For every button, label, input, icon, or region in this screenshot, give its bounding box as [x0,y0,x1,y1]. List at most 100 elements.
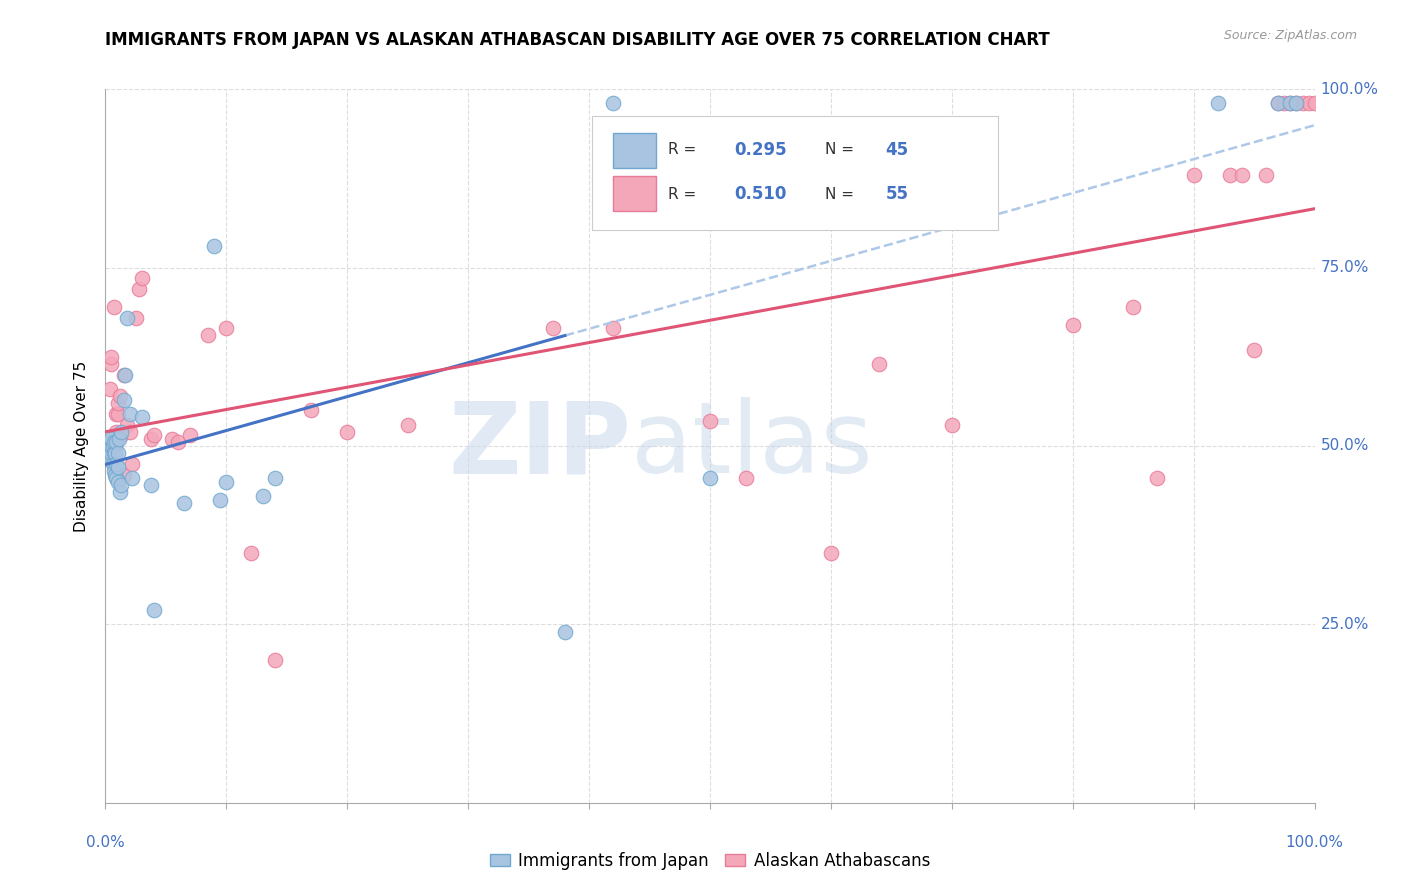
Point [868,357,890,371]
Point [118,407,141,421]
Point [103,300,125,314]
Point [141,478,163,492]
Point [197,328,219,343]
Point [107,475,129,489]
Point [105,471,128,485]
Point [209,492,232,507]
Point [121,471,143,485]
Point [699,471,721,485]
Point [105,435,128,450]
Text: 0.295: 0.295 [734,141,787,159]
Point [100,453,122,467]
Point [112,368,135,382]
Text: 45: 45 [886,141,908,159]
Point [107,446,129,460]
Point [104,439,127,453]
Point [103,435,125,450]
Point [110,428,132,442]
Point [541,321,564,335]
Point [110,478,132,492]
Point [128,282,150,296]
Point [108,389,131,403]
Point [1243,343,1265,357]
Point [1182,168,1205,182]
Point [107,396,129,410]
Point [1267,96,1289,111]
Text: 100.0%: 100.0% [1320,82,1379,96]
Point [107,432,129,446]
Text: 50.0%: 50.0% [1320,439,1369,453]
Point [1303,96,1326,111]
Point [103,464,125,478]
Point [160,432,183,446]
Point [100,432,122,446]
Point [1267,96,1289,111]
Point [554,624,576,639]
Point [121,457,143,471]
Point [105,425,128,439]
Point [104,446,127,460]
Text: N =: N = [825,143,859,157]
Point [114,368,136,382]
Point [115,310,138,325]
Point [112,392,135,407]
Point [105,407,128,421]
Point [100,357,122,371]
Bar [613,134,655,168]
Point [699,414,721,428]
Point [1146,471,1168,485]
Point [108,485,131,500]
Point [104,467,127,482]
Point [98,435,121,450]
Text: 100.0%: 100.0% [1285,835,1344,850]
Point [100,439,122,453]
Point [167,435,190,450]
Point [1279,96,1302,111]
Point [173,496,195,510]
Point [100,446,122,460]
Point [1219,168,1241,182]
Point [179,428,201,442]
Point [336,425,359,439]
Point [142,603,165,617]
Point [110,425,132,439]
FancyBboxPatch shape [592,116,998,230]
Point [100,350,122,364]
Point [602,321,624,335]
Point [1298,96,1320,111]
Point [941,417,963,432]
Text: 25.0%: 25.0% [1320,617,1369,632]
Point [1062,318,1084,332]
Point [1256,168,1278,182]
Point [1291,96,1313,111]
Point [131,271,153,285]
Point [239,546,262,560]
Point [299,403,322,417]
Point [1274,96,1296,111]
Point [101,457,124,471]
Point [396,417,419,432]
Text: 75.0%: 75.0% [1320,260,1369,275]
Point [602,96,624,111]
Text: ZIP: ZIP [449,398,631,494]
Point [103,446,125,460]
Point [263,471,285,485]
Bar [613,177,655,211]
Point [1279,96,1302,111]
Point [98,442,121,457]
Text: R =: R = [668,143,700,157]
Point [118,425,141,439]
Point [1230,168,1253,182]
Point [141,432,163,446]
Point [124,310,148,325]
Y-axis label: Disability Age Over 75: Disability Age Over 75 [75,360,90,532]
Point [215,321,238,335]
Point [131,410,153,425]
Point [735,471,758,485]
Point [1285,96,1308,111]
Text: atlas: atlas [631,398,873,494]
Point [101,439,124,453]
Point [263,653,285,667]
Text: N =: N = [825,186,859,202]
Point [252,489,274,503]
